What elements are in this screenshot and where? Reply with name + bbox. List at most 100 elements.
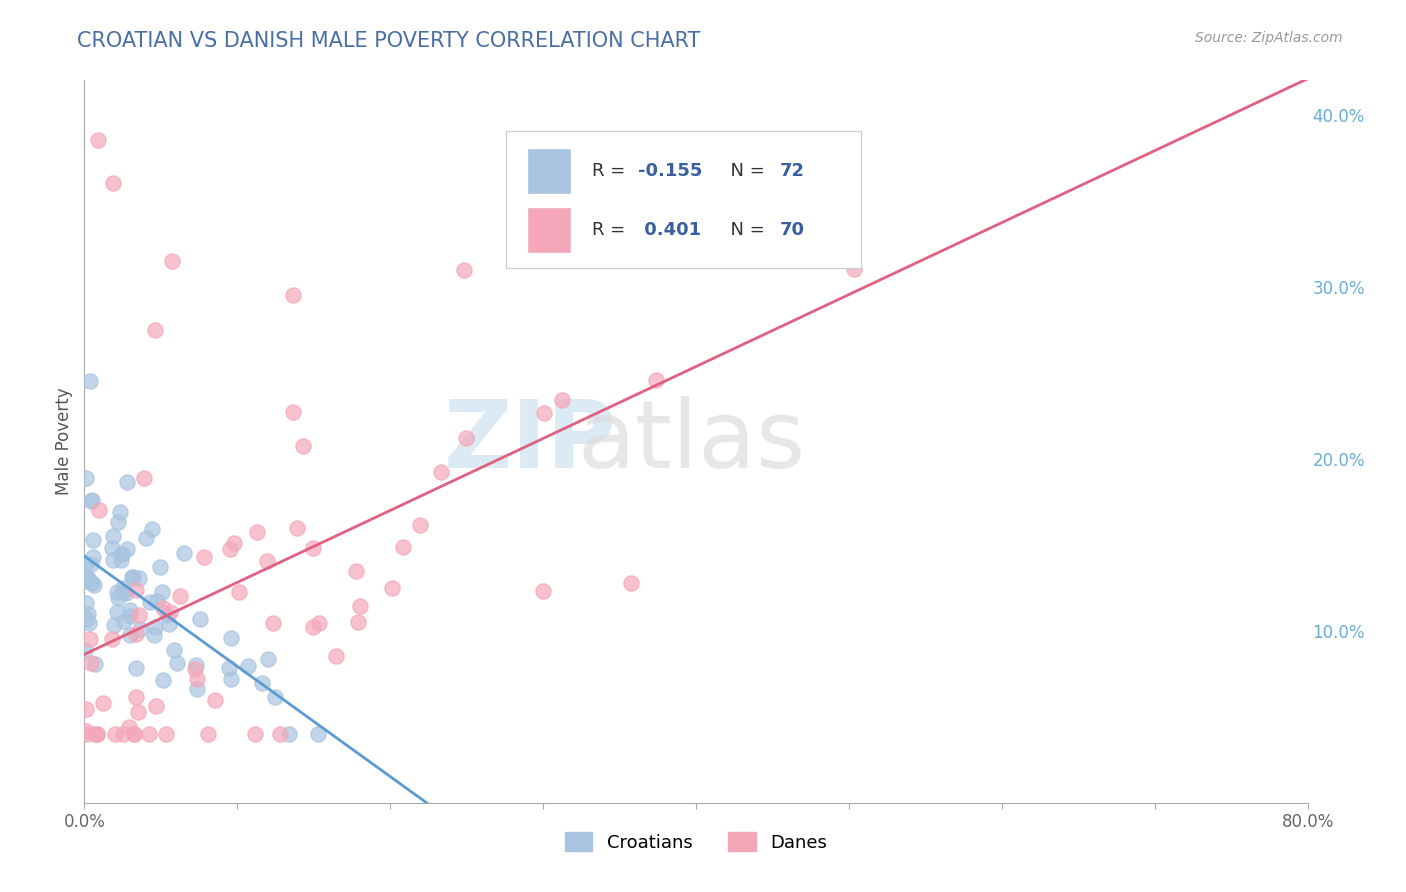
Point (77, 616, 100, 631)
Point (112, 727, 135, 741)
Point (138, 727, 160, 741)
Point (118, 603, 141, 617)
Point (86, 727, 108, 741)
Point (105, 585, 128, 599)
Point (228, 585, 250, 599)
Point (184, 663, 207, 677)
Legend: Croatians, Danes: Croatians, Danes (558, 825, 834, 859)
Point (101, 541, 124, 555)
Point (262, 615, 284, 630)
Point (76, 571, 98, 585)
Point (75, 723, 97, 738)
Point (250, 675, 273, 690)
Point (166, 656, 188, 670)
Point (75, 572, 97, 586)
Point (533, 406, 555, 420)
Point (80, 558, 103, 572)
Point (302, 541, 325, 555)
Point (160, 253, 183, 268)
Point (285, 521, 308, 535)
Point (349, 599, 371, 613)
Point (129, 623, 152, 637)
Point (112, 614, 135, 628)
Point (101, 177, 124, 191)
Point (75, 702, 97, 716)
Point (108, 504, 131, 518)
Point (87, 133, 110, 147)
Point (173, 546, 195, 560)
Point (844, 261, 866, 276)
Point (73, 568, 96, 582)
Point (454, 431, 477, 445)
Point (125, 690, 148, 704)
Point (115, 542, 138, 557)
Point (222, 536, 245, 550)
Point (152, 673, 174, 687)
Point (531, 584, 554, 599)
Point (125, 627, 148, 641)
Point (80, 493, 103, 508)
Text: ZIP: ZIP (443, 395, 616, 488)
Point (86, 727, 108, 741)
Point (269, 727, 291, 741)
Point (82, 533, 104, 547)
Point (218, 660, 240, 674)
Point (80, 656, 103, 670)
Point (118, 720, 141, 734)
Point (278, 727, 301, 741)
Point (347, 615, 370, 630)
Point (283, 405, 305, 419)
Point (150, 585, 173, 599)
Point (430, 465, 453, 479)
Point (139, 595, 162, 609)
Point (197, 727, 219, 741)
Point (75, 727, 97, 741)
Point (84, 727, 107, 741)
Point (143, 620, 166, 634)
Point (79, 375, 101, 389)
Text: Source: ZipAtlas.com: Source: ZipAtlas.com (1195, 31, 1343, 45)
Point (256, 651, 278, 665)
Point (392, 540, 415, 554)
Point (87, 503, 110, 517)
Point (291, 439, 314, 453)
Point (103, 727, 125, 741)
Point (100, 632, 122, 647)
Y-axis label: Male Poverty: Male Poverty (55, 388, 73, 495)
Point (453, 262, 475, 277)
Point (75, 471, 97, 485)
Point (111, 548, 134, 562)
Point (186, 673, 208, 687)
Point (107, 591, 129, 606)
Point (157, 617, 180, 632)
Point (114, 585, 136, 599)
Point (115, 475, 138, 489)
Point (308, 615, 330, 630)
Point (122, 727, 145, 741)
Point (301, 620, 323, 634)
Point (122, 727, 145, 741)
Point (82, 550, 104, 565)
Point (83, 577, 105, 591)
Point (80, 492, 103, 507)
Point (155, 727, 177, 741)
Point (307, 727, 329, 741)
Point (219, 541, 242, 556)
Point (193, 549, 215, 564)
Point (644, 373, 666, 387)
Point (263, 690, 285, 704)
Point (127, 705, 149, 719)
Point (121, 570, 143, 584)
Point (128, 607, 150, 622)
Point (149, 560, 172, 574)
Point (184, 658, 207, 673)
Point (76, 612, 98, 626)
Point (101, 552, 124, 566)
Point (236, 658, 259, 673)
Point (246, 525, 269, 540)
Point (145, 698, 167, 713)
Point (159, 605, 181, 619)
Point (551, 392, 574, 407)
Point (73, 642, 96, 657)
Point (107, 515, 129, 529)
